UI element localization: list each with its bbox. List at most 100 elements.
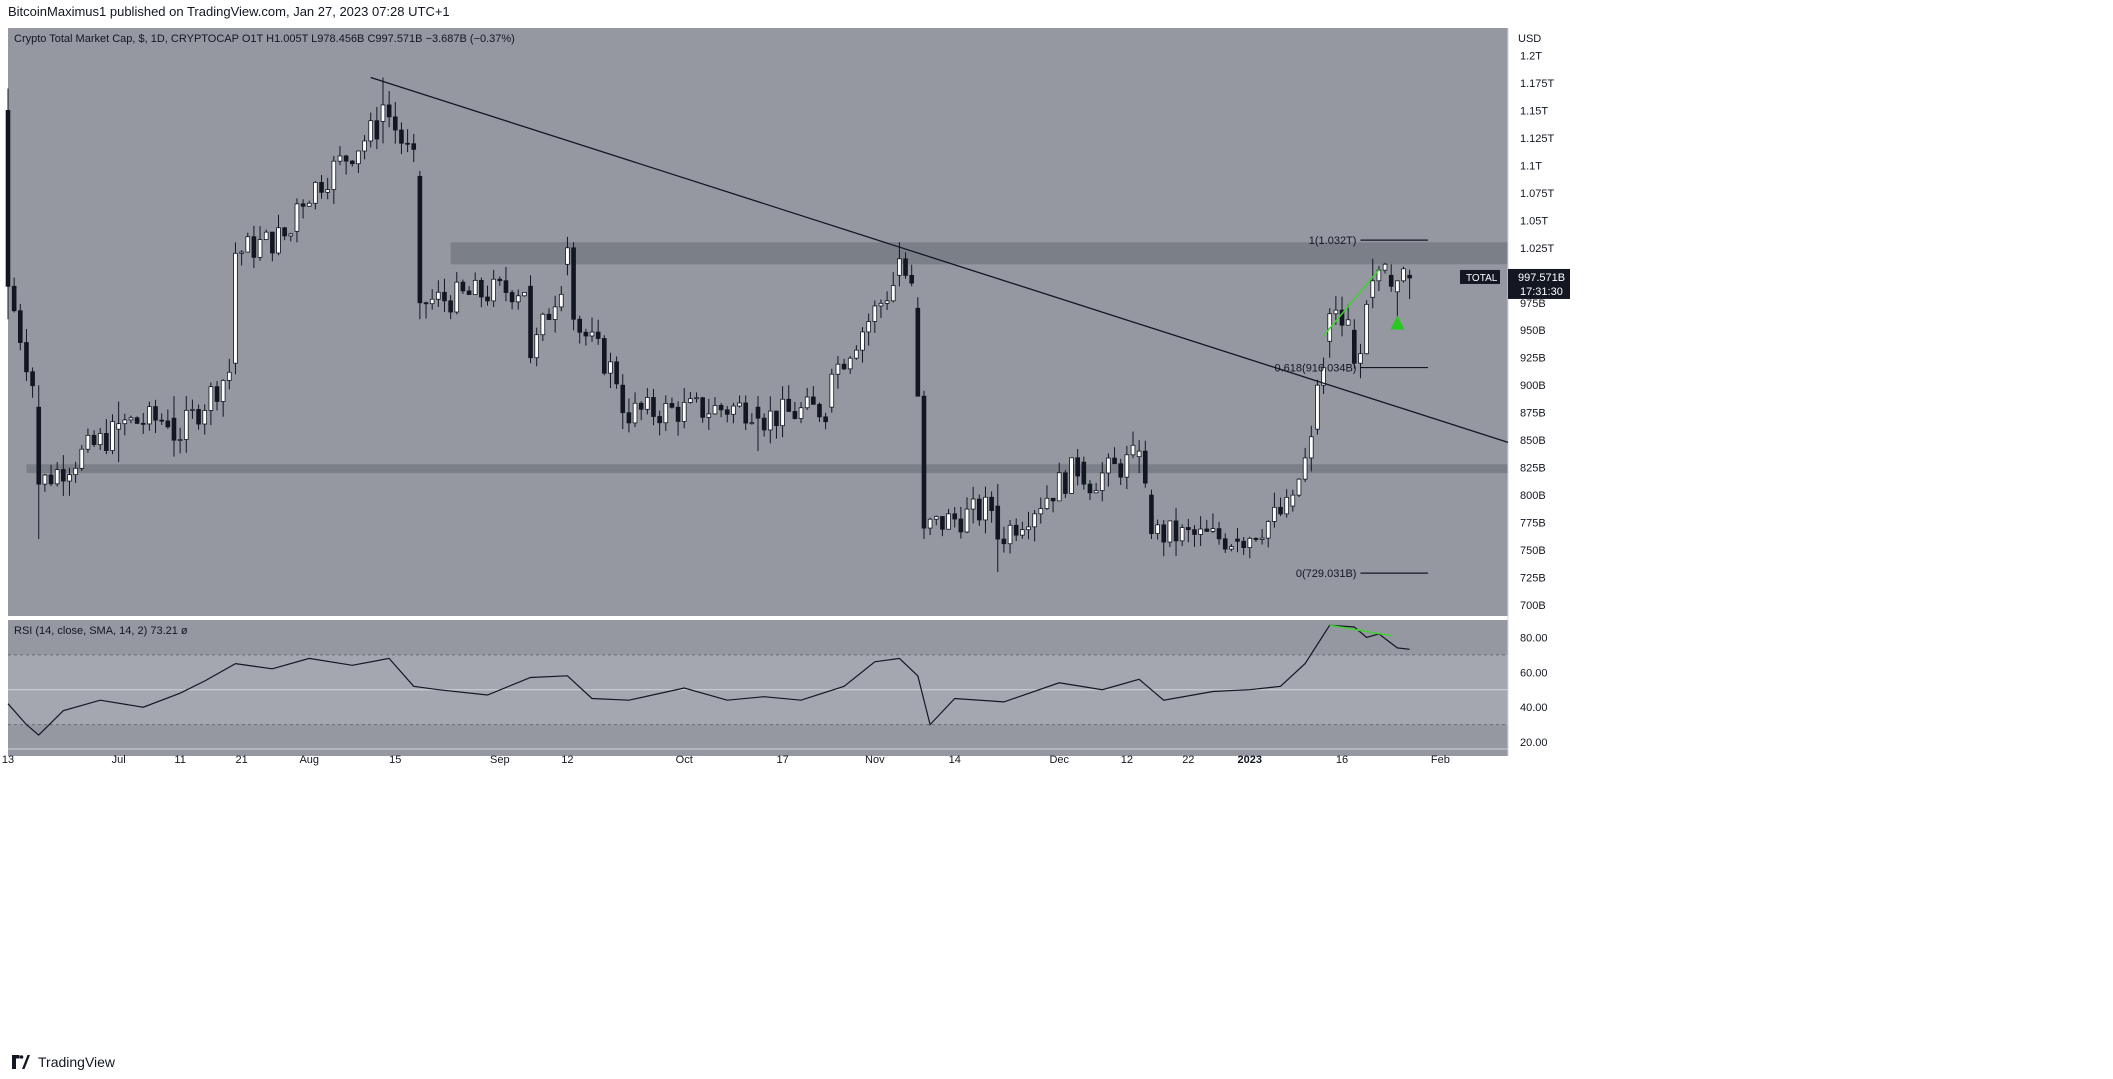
candle-bear (1339, 309, 1345, 326)
candle-bull (1302, 457, 1308, 480)
x-tick-label: 12 (561, 754, 573, 766)
candle-bull (1026, 526, 1031, 531)
footer-brand: TradingView (38, 1054, 116, 1070)
rsi-pane[interactable] (7, 620, 1508, 756)
candle-bear (374, 120, 380, 140)
candle-bear (448, 300, 453, 313)
candle-bear (669, 403, 675, 408)
fib-label: 0(729.031B) (1296, 568, 1357, 580)
candle-bull (558, 293, 564, 308)
candle-bear (1278, 506, 1283, 515)
candle-bull (1333, 309, 1339, 315)
candle-bear (602, 338, 607, 374)
candle-bear (134, 417, 140, 424)
candle-bear (1118, 463, 1124, 478)
candle-bull (798, 407, 804, 419)
rsi-tick-label: 40.00 (1520, 702, 1548, 714)
candle-bear (1063, 472, 1068, 494)
y-tick-label: 950B (1520, 325, 1546, 337)
candle-bear (638, 402, 644, 410)
y-tick-label: 925B (1520, 353, 1546, 365)
candle-bull (1038, 508, 1044, 515)
candle-bear (36, 406, 42, 485)
candle-bear (1149, 494, 1154, 534)
candle-bear (571, 247, 576, 320)
overlays: 1(1.032T) 0.618(916.034B) 0(729.031B) (370, 76, 1509, 637)
candle-bull (1345, 319, 1351, 326)
candle-bull (534, 334, 539, 359)
candle-bull (313, 181, 318, 204)
y-tick-label: 1.025T (1520, 243, 1555, 255)
candle-bull (983, 496, 988, 521)
x-tick-label: Sep (490, 754, 510, 766)
candle-bull (73, 467, 78, 476)
candle-bull (1401, 268, 1406, 282)
candle-bull (731, 405, 736, 415)
candle-bull (306, 202, 312, 207)
candle-bear (1222, 538, 1228, 550)
support-zone (26, 464, 1508, 474)
price-pane[interactable] (0, 28, 2113, 620)
y-tick-label: 1.15T (1520, 105, 1548, 117)
y-tick-label: 1.1T (1520, 160, 1542, 172)
candle-bull (1044, 497, 1050, 509)
candle-bull (85, 434, 91, 450)
candle-bull (362, 140, 367, 152)
candle-bull (208, 386, 214, 411)
rsi-tick-label: 60.00 (1520, 667, 1548, 679)
candle-bear (466, 290, 472, 295)
candle-bull (491, 278, 496, 302)
candle-bear (614, 361, 619, 385)
candle-bull (97, 433, 103, 446)
candle-bear (442, 291, 447, 302)
candle-bull (890, 285, 896, 302)
candle-bull (589, 331, 595, 337)
publisher-line: BitcoinMaximus1 published on TradingView… (8, 4, 450, 24)
candle-bull (1321, 367, 1326, 386)
candle-bull (866, 321, 871, 333)
rsi-line (7, 624, 1410, 736)
x-tick-label: Dec (1049, 754, 1069, 766)
rsi-tick-label: 20.00 (1520, 737, 1548, 749)
candle-bear (958, 518, 964, 533)
candle-bear (140, 422, 146, 425)
candle-bear (1192, 529, 1197, 535)
candle-bull (540, 313, 546, 336)
candle-bull (1315, 384, 1320, 430)
candle-bear (1001, 538, 1007, 545)
candle-bull (946, 513, 951, 530)
x-tick-label: 13 (2, 754, 14, 766)
candle-bear (1235, 538, 1240, 542)
candle-bull (1259, 537, 1265, 540)
candle-bear (48, 474, 54, 485)
candle-bull (257, 239, 263, 258)
y-tick-label: 1.2T (1520, 50, 1542, 62)
x-tick-label: 15 (389, 754, 401, 766)
candle-bull (1358, 353, 1363, 364)
candle-bear (786, 398, 792, 412)
candle-bull (1198, 528, 1203, 535)
candle-bear (405, 142, 410, 145)
y-tick-label: 975B (1520, 298, 1546, 310)
x-tick-label: 2023 (1238, 754, 1262, 766)
candle-bull (522, 292, 527, 297)
candle-bull (1382, 263, 1388, 271)
candle-bear (952, 513, 958, 520)
price-chart[interactable]: USD 700B 725B 750B 775B 800B 825B 850B 875B 900B 9… (0, 28, 2113, 1038)
pane-separator (0, 616, 2113, 620)
price-pane-background (8, 28, 1508, 616)
candle-bear (841, 363, 847, 370)
candle-bull (1364, 303, 1369, 355)
candle-bear (30, 371, 35, 387)
y-tick-label: 850B (1520, 435, 1546, 447)
candle-bull (337, 155, 343, 162)
candle-bull (1007, 524, 1013, 545)
candle-bear (675, 406, 681, 422)
candle-bull (1272, 506, 1277, 522)
y-tick-label: 700B (1520, 600, 1546, 612)
candle-bull (122, 419, 128, 425)
candle-bear (509, 292, 515, 303)
candle-bear (1013, 524, 1019, 536)
candle-bull (608, 361, 613, 374)
candle-bull (1290, 494, 1296, 507)
